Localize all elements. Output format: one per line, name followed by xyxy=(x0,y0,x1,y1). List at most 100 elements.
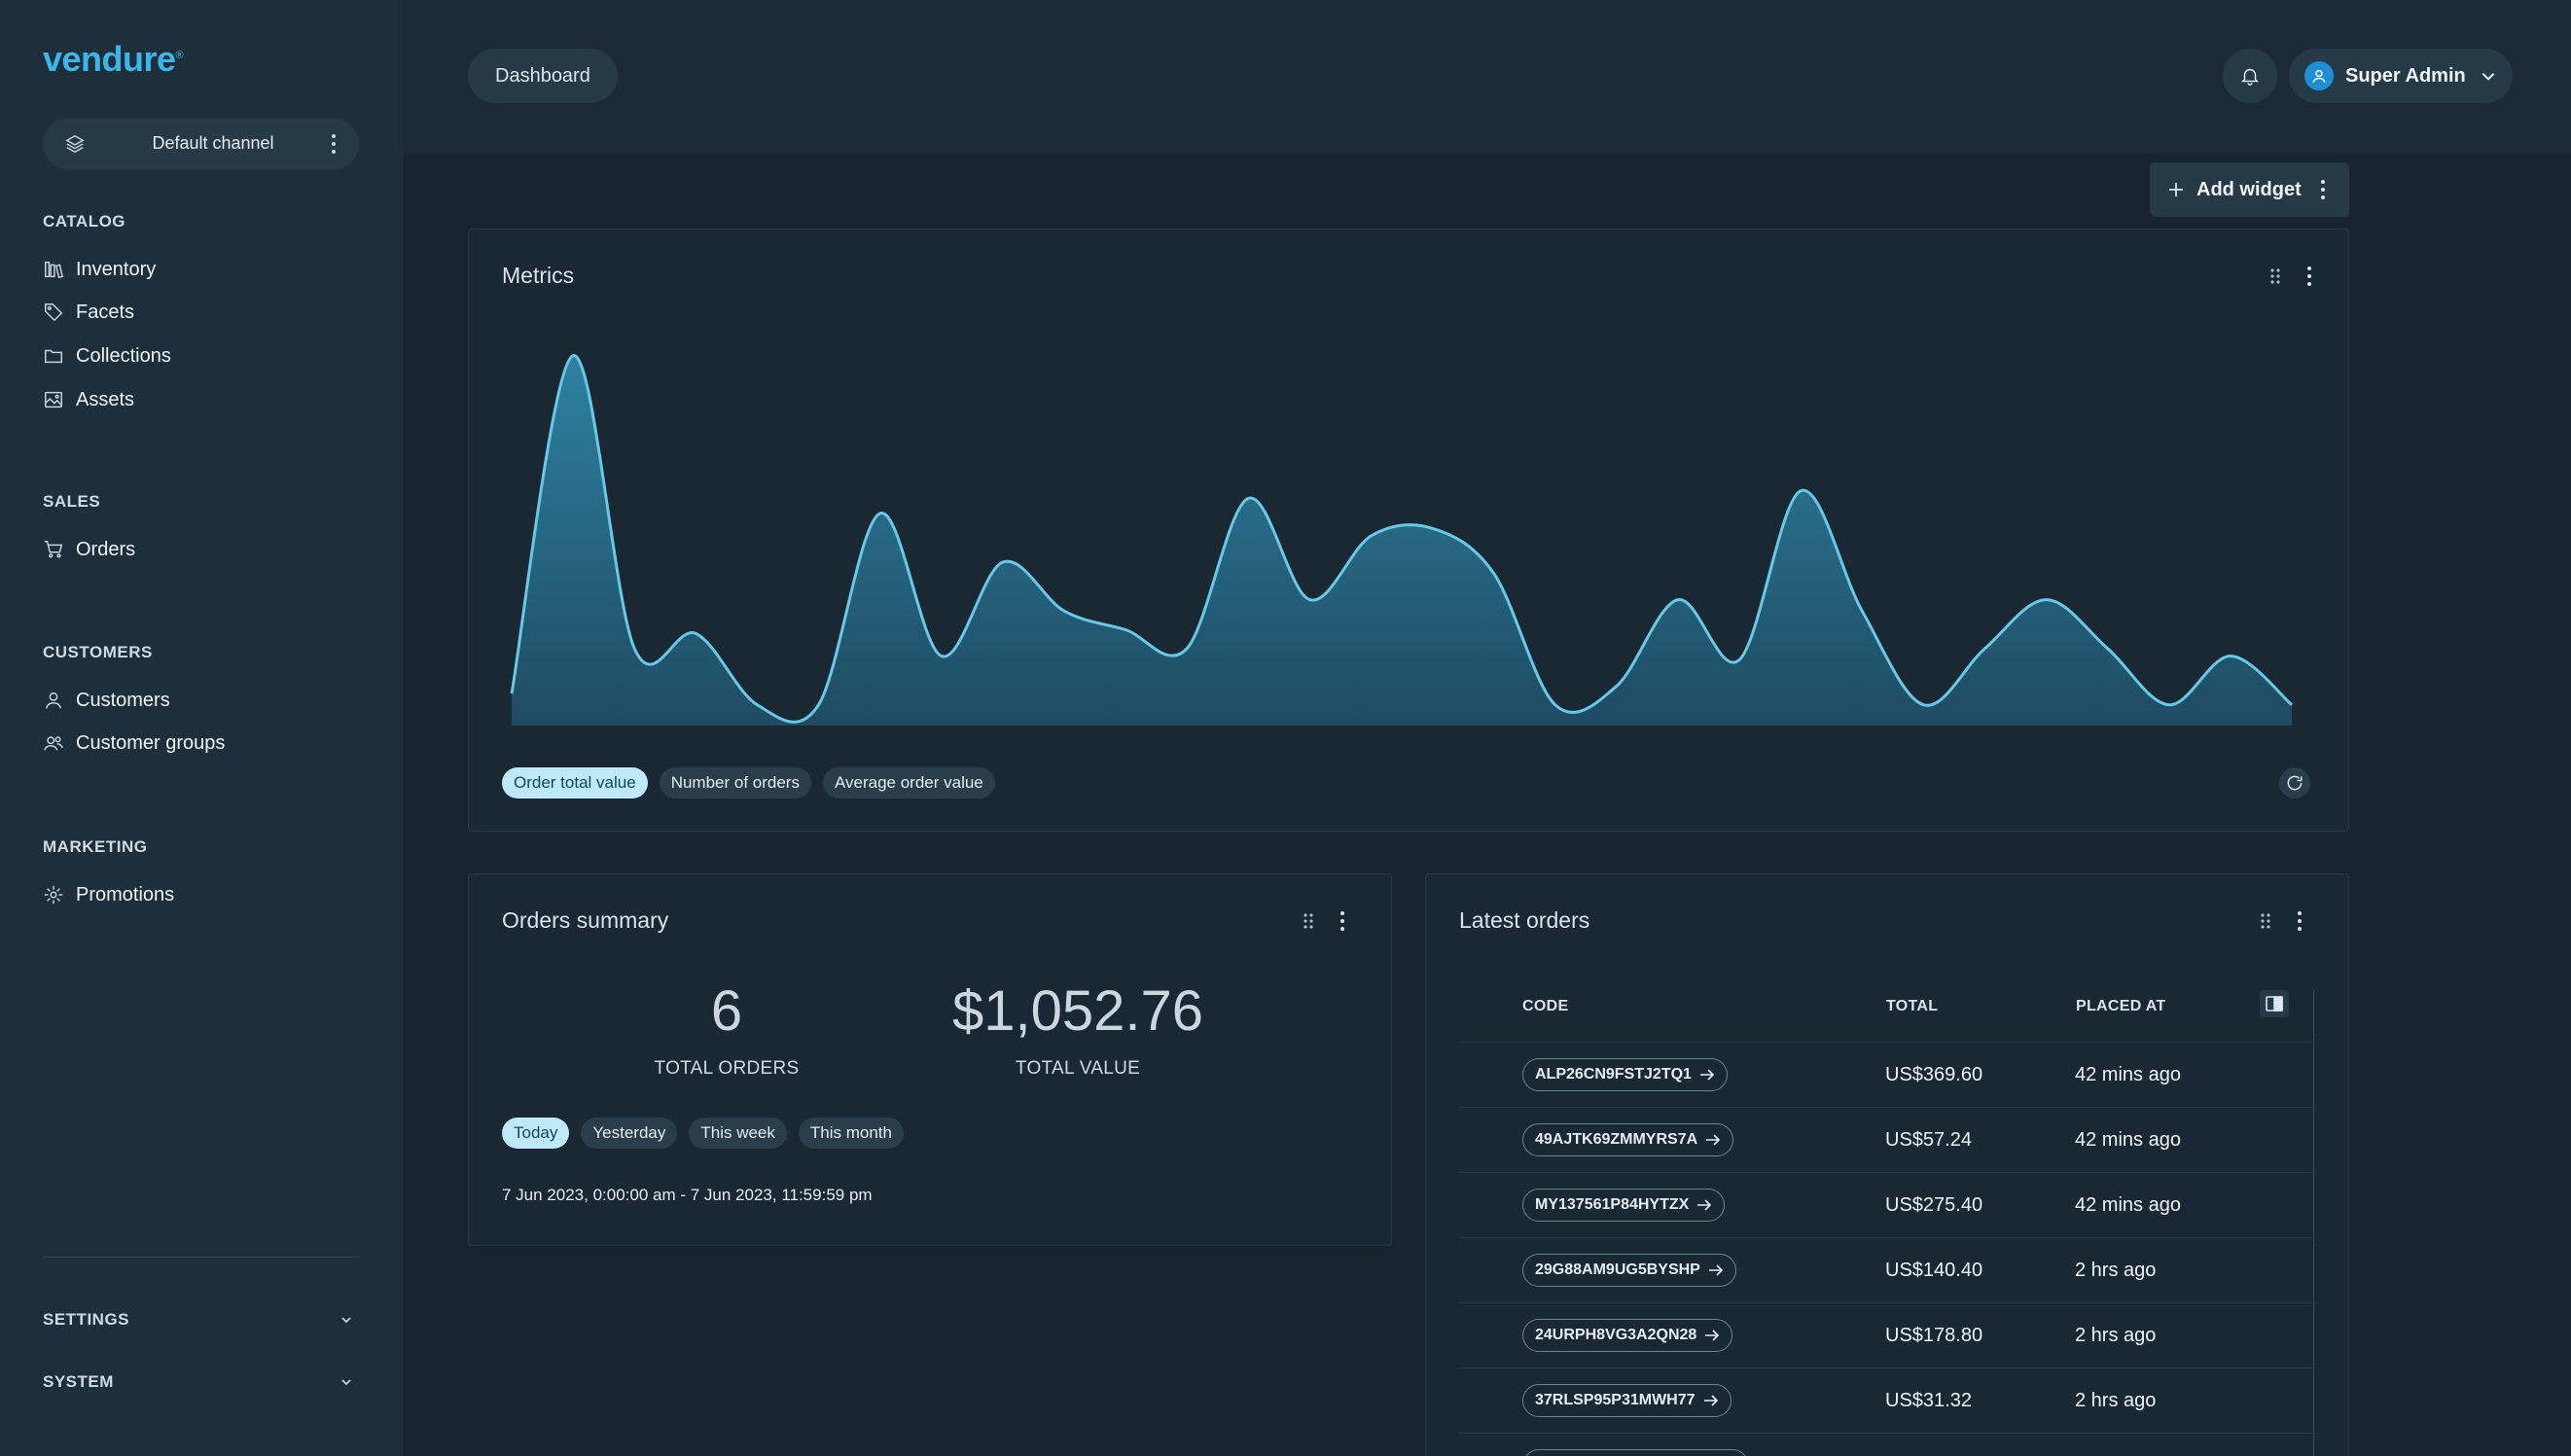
card-title: Latest orders xyxy=(1459,907,1590,933)
refresh-button[interactable] xyxy=(2279,767,2310,799)
plus-icon xyxy=(2169,183,2183,196)
add-widget-button[interactable]: Add widget xyxy=(2150,162,2349,217)
notifications-button[interactable] xyxy=(2223,49,2277,103)
card-title: Orders summary xyxy=(502,907,669,933)
image-icon xyxy=(45,391,62,408)
section-title-catalog: CATALOG xyxy=(43,212,126,231)
kebab-menu-icon[interactable] xyxy=(2305,265,2313,288)
cart-icon xyxy=(44,541,63,558)
sidebar-item-collections[interactable]: Collections xyxy=(43,339,171,373)
table-row[interactable]: MY137561P84HYTZX US$275.40 42 mins ago xyxy=(1459,1172,2315,1237)
order-total: US$369.60 xyxy=(1885,1064,1983,1085)
sidebar-group-label: SYSTEM xyxy=(43,1372,114,1391)
sidebar-item-label: Assets xyxy=(76,388,135,410)
order-code-link[interactable]: 29G88AM9UG5BYSHP xyxy=(1522,1254,1736,1287)
breadcrumb[interactable]: Dashboard xyxy=(468,49,618,103)
kebab-menu-icon[interactable] xyxy=(330,132,338,156)
range-this-month[interactable]: This month xyxy=(798,1118,904,1149)
sidebar-item-label: Promotions xyxy=(76,883,175,906)
refresh-icon xyxy=(2287,775,2303,791)
brand-name: vendure xyxy=(43,39,176,79)
sidebar-item-orders[interactable]: Orders xyxy=(43,533,135,566)
user-icon xyxy=(2312,69,2326,83)
order-code: 49AJTK69ZMMYRS7A xyxy=(1535,1131,1698,1148)
order-placed-at: 2 hrs ago xyxy=(2075,1260,2157,1281)
order-placed-at: 42 mins ago xyxy=(2075,1064,2181,1085)
folder-icon xyxy=(45,349,62,364)
add-widget-label: Add widget xyxy=(2196,178,2302,200)
date-range-text: 7 Jun 2023, 0:00:00 am - 7 Jun 2023, 11:… xyxy=(502,1186,873,1204)
top-bar xyxy=(404,0,2571,154)
arrow-right-icon xyxy=(1705,1330,1720,1341)
sidebar-group-system[interactable]: SYSTEM xyxy=(43,1367,354,1397)
order-code: ALP26CN9FSTJ2TQ1 xyxy=(1535,1066,1692,1083)
user-menu-button[interactable]: Super Admin xyxy=(2289,49,2513,103)
kebab-menu-icon[interactable] xyxy=(2296,909,2303,933)
order-code-link[interactable]: 49AJTK69ZMMYRS7A xyxy=(1522,1123,1734,1156)
sidebar-item-label: Facets xyxy=(76,301,135,323)
column-settings-button[interactable] xyxy=(2260,990,2289,1017)
range-this-week[interactable]: This week xyxy=(689,1118,787,1149)
sidebar-item-customer-groups[interactable]: Customer groups xyxy=(43,727,225,760)
drag-handle-icon[interactable] xyxy=(2259,911,2272,931)
sidebar-item-assets[interactable]: Assets xyxy=(43,383,134,416)
tab-number-of-orders[interactable]: Number of orders xyxy=(659,767,811,799)
column-header-placed-at[interactable]: PLACED AT xyxy=(2076,998,2166,1014)
columns-icon xyxy=(2266,996,2283,1012)
table-row[interactable]: 29G88AM9UG5BYSHP US$140.40 2 hrs ago xyxy=(1459,1237,2315,1302)
sidebar-group-settings[interactable]: SETTINGS xyxy=(43,1305,354,1334)
range-yesterday[interactable]: Yesterday xyxy=(581,1118,678,1149)
table-row[interactable]: 49AJTK69ZMMYRS7A US$57.24 42 mins ago xyxy=(1459,1107,2315,1172)
card-tools xyxy=(2268,265,2313,288)
column-header-total[interactable]: TOTAL xyxy=(1886,998,1939,1014)
kebab-menu-icon[interactable] xyxy=(2319,178,2327,201)
sidebar-divider xyxy=(43,1257,359,1258)
sidebar-item-promotions[interactable]: Promotions xyxy=(43,878,174,911)
sidebar-item-inventory[interactable]: Inventory xyxy=(43,253,156,286)
order-placed-at: 2 hrs ago xyxy=(2075,1325,2157,1346)
chart-area-fill xyxy=(512,355,2292,726)
range-tabs: Today Yesterday This week This month xyxy=(502,1118,915,1149)
range-today[interactable]: Today xyxy=(502,1118,570,1149)
table-row[interactable]: ALP26CN9FSTJ2TQ1 US$369.60 42 mins ago xyxy=(1459,1042,2315,1107)
drag-handle-icon[interactable] xyxy=(2268,266,2282,286)
sidebar-item-customers[interactable]: Customers xyxy=(43,684,170,717)
arrow-right-icon xyxy=(1706,1134,1721,1146)
column-header-code[interactable]: CODE xyxy=(1522,998,1569,1014)
card-tools xyxy=(2259,909,2303,933)
tab-average-order-value[interactable]: Average order value xyxy=(822,767,995,799)
chevron-down-icon xyxy=(341,1379,351,1386)
sidebar-item-label: Collections xyxy=(76,344,171,367)
order-code-link[interactable]: ALP26CN9FSTJ2TQ1 xyxy=(1522,1058,1728,1091)
bell-icon xyxy=(2240,68,2260,86)
total-value-label: TOTAL VALUE xyxy=(1015,1058,1141,1079)
layers-icon xyxy=(65,134,85,154)
sidebar-item-label: Customer groups xyxy=(76,731,226,754)
order-code-link[interactable] xyxy=(1522,1449,1749,1456)
channel-switcher[interactable]: Default channel xyxy=(43,119,359,169)
order-code: MY137561P84HYTZX xyxy=(1535,1196,1690,1213)
sidebar-item-facets[interactable]: Facets xyxy=(43,296,134,329)
channel-label: Default channel xyxy=(152,133,274,153)
order-total: US$31.32 xyxy=(1885,1390,1972,1411)
table-row[interactable]: 24URPH8VG3A2QN28 US$178.80 2 hrs ago xyxy=(1459,1302,2315,1367)
table-row[interactable]: 37RLSP95P31MWH77 US$31.32 2 hrs ago xyxy=(1459,1367,2315,1433)
order-total: US$275.40 xyxy=(1885,1194,1983,1216)
drag-handle-icon[interactable] xyxy=(1302,911,1315,931)
kebab-menu-icon[interactable] xyxy=(1339,909,1346,933)
arrow-right-icon xyxy=(1697,1199,1712,1211)
order-code-link[interactable]: MY137561P84HYTZX xyxy=(1522,1189,1726,1222)
tab-order-total-value[interactable]: Order total value xyxy=(502,767,648,799)
order-total: US$57.24 xyxy=(1885,1129,1972,1151)
total-orders-value: 6 xyxy=(710,979,743,1043)
chevron-down-icon xyxy=(341,1317,351,1324)
chevron-down-icon xyxy=(2482,73,2495,81)
inventory-icon xyxy=(45,261,64,279)
vendure-logo[interactable]: vendure® xyxy=(43,39,184,79)
sidebar-item-label: Customers xyxy=(76,689,170,711)
table-row[interactable] xyxy=(1459,1433,2315,1456)
order-code: 37RLSP95P31MWH77 xyxy=(1535,1392,1696,1408)
arrow-right-icon xyxy=(1703,1395,1718,1406)
order-code-link[interactable]: 24URPH8VG3A2QN28 xyxy=(1522,1319,1733,1352)
order-code-link[interactable]: 37RLSP95P31MWH77 xyxy=(1522,1384,1732,1417)
